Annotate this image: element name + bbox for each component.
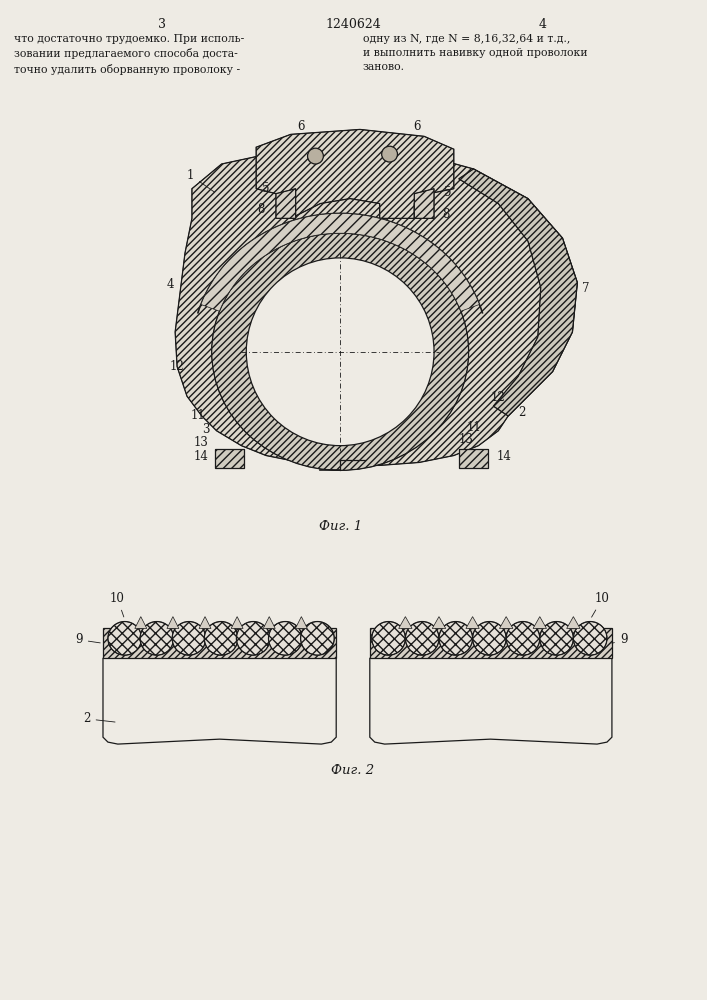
Polygon shape	[459, 169, 578, 416]
Text: что достаточно трудоемко. При исполь-
зовании предлагаемого способа доста-
точно: что достаточно трудоемко. При исполь- зо…	[14, 34, 245, 75]
Polygon shape	[276, 189, 296, 218]
Circle shape	[300, 622, 334, 655]
Bar	[215, 449, 245, 468]
Text: 2: 2	[518, 406, 525, 419]
Ellipse shape	[211, 233, 469, 470]
Text: 10: 10	[592, 592, 610, 617]
Text: 12: 12	[491, 391, 505, 404]
Text: 3: 3	[158, 18, 166, 31]
Text: 9: 9	[612, 633, 627, 646]
Bar	[459, 449, 489, 468]
Circle shape	[506, 622, 539, 655]
Text: 11: 11	[191, 409, 206, 422]
Circle shape	[236, 622, 270, 655]
Text: 2: 2	[83, 712, 115, 725]
Bar	[370, 628, 612, 658]
Polygon shape	[414, 189, 434, 218]
Text: 3: 3	[202, 423, 210, 436]
Text: 8: 8	[442, 208, 450, 221]
Circle shape	[382, 146, 397, 162]
Text: 9: 9	[76, 633, 100, 646]
Circle shape	[308, 148, 323, 164]
Polygon shape	[370, 658, 612, 744]
Text: 5: 5	[444, 186, 452, 199]
Polygon shape	[135, 617, 147, 628]
Circle shape	[140, 622, 174, 655]
Polygon shape	[175, 147, 578, 465]
Polygon shape	[466, 617, 479, 628]
Polygon shape	[499, 617, 513, 628]
Polygon shape	[256, 129, 454, 218]
Text: 7: 7	[583, 282, 590, 295]
Text: 12: 12	[169, 360, 184, 373]
Circle shape	[472, 622, 506, 655]
Polygon shape	[231, 617, 243, 628]
Text: 1: 1	[187, 169, 214, 192]
Polygon shape	[399, 617, 412, 628]
Text: 14: 14	[194, 450, 209, 463]
Polygon shape	[201, 213, 479, 311]
Circle shape	[539, 622, 573, 655]
Circle shape	[246, 258, 434, 446]
Text: 1240624: 1240624	[325, 18, 381, 31]
Circle shape	[108, 622, 141, 655]
Text: Фиг. 2: Фиг. 2	[332, 764, 375, 777]
Text: 10: 10	[110, 592, 124, 617]
Circle shape	[573, 622, 607, 655]
Text: 14: 14	[496, 450, 511, 463]
Circle shape	[204, 622, 238, 655]
Bar	[459, 449, 489, 468]
Circle shape	[173, 622, 206, 655]
Bar	[103, 628, 337, 658]
Polygon shape	[296, 617, 308, 628]
Text: 11: 11	[467, 421, 481, 434]
Polygon shape	[533, 617, 547, 628]
Text: 13: 13	[459, 433, 474, 446]
Text: Фиг. 1: Фиг. 1	[319, 520, 362, 533]
Text: 8: 8	[257, 203, 265, 216]
Text: 5: 5	[262, 182, 269, 195]
Text: 6: 6	[414, 120, 421, 133]
Text: 6: 6	[297, 120, 305, 133]
Polygon shape	[432, 617, 445, 628]
Polygon shape	[566, 617, 580, 628]
Text: 4: 4	[539, 18, 547, 31]
Bar	[215, 449, 245, 468]
Circle shape	[372, 622, 405, 655]
Polygon shape	[103, 658, 337, 744]
Text: 4: 4	[167, 278, 174, 291]
Text: 13: 13	[194, 436, 209, 449]
Polygon shape	[167, 617, 179, 628]
Polygon shape	[199, 617, 211, 628]
Circle shape	[405, 622, 439, 655]
Circle shape	[439, 622, 472, 655]
Circle shape	[269, 622, 302, 655]
Text: одну из N, где N = 8,16,32,64 и т.д.,
и выполнить навивку одной проволоки
заново: одну из N, где N = 8,16,32,64 и т.д., и …	[363, 34, 588, 72]
Polygon shape	[263, 617, 275, 628]
